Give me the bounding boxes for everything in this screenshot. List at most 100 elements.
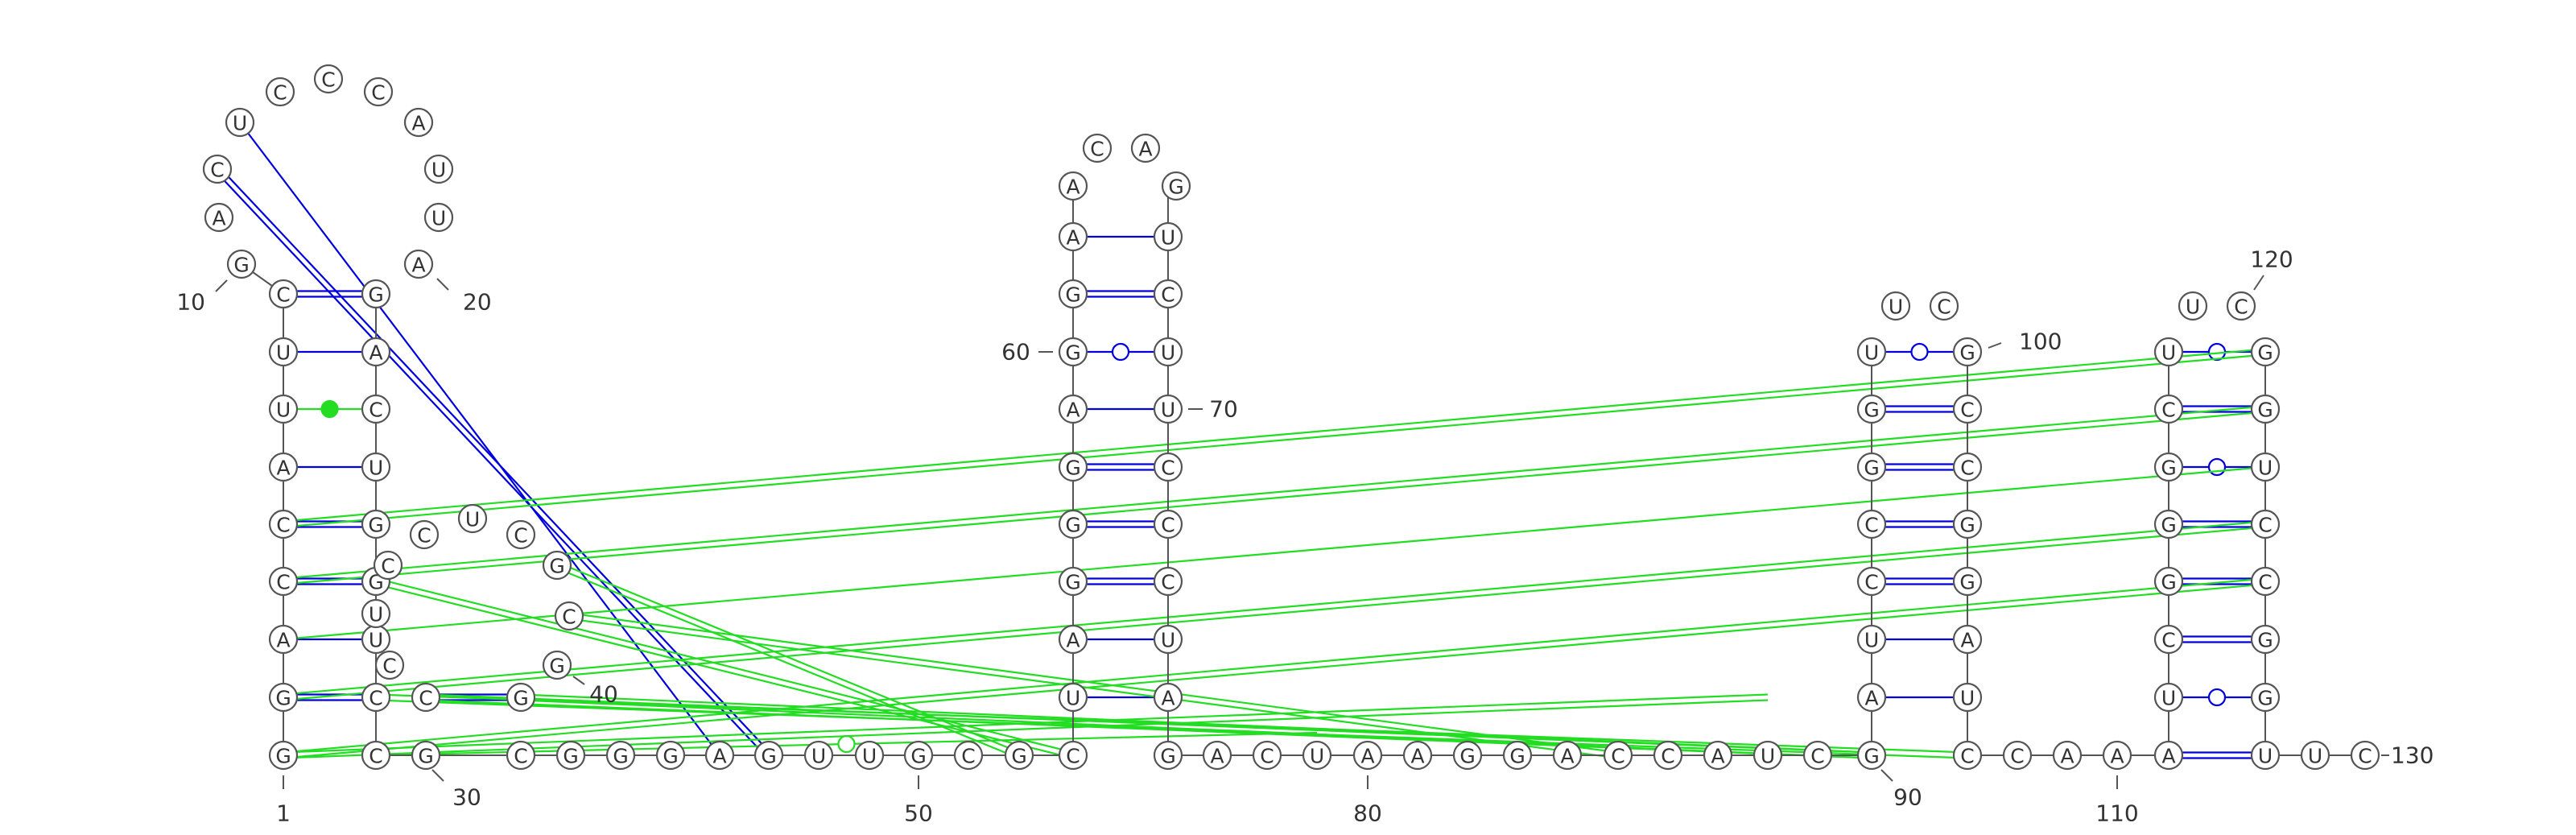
nucleotide-letter: C (1960, 745, 1974, 768)
nucleotide-circle (2153, 682, 2184, 713)
nucleotide-letter: U (2258, 457, 2273, 480)
nucleotide: G (361, 279, 391, 309)
nucleotide-letter: C (417, 524, 431, 548)
nucleotide-circle (1058, 452, 1088, 482)
nucleotide-letter: G (1011, 745, 1026, 768)
nucleotide: C (1856, 509, 1887, 539)
nucleotide-letter: A (1066, 399, 1080, 422)
position-tick (215, 279, 228, 292)
nucleotide-circle (1952, 624, 1983, 655)
nucleotide-letter: C (382, 655, 396, 678)
nucleotide-circle (268, 509, 299, 539)
nucleotide-letter: A (1210, 745, 1224, 768)
nucleotide: U (1856, 624, 1887, 655)
nucleotide-circle (1552, 740, 1583, 771)
nucleotide-circle (411, 682, 441, 713)
position-label: 130 (2391, 742, 2434, 769)
nucleotide-circle (2250, 394, 2281, 424)
nucleotide: C (506, 519, 536, 550)
base-pair-link (2169, 688, 2265, 707)
nucleotide-circle (2153, 452, 2184, 482)
nucleotide-letter: A (1066, 176, 1080, 199)
nucleotide: U (1302, 740, 1332, 771)
position-label: 40 (589, 681, 618, 708)
nucleotide: G (1502, 740, 1533, 771)
position-label: 120 (2250, 246, 2293, 273)
nucleotide-circle (226, 249, 257, 279)
nucleotide-letter: C (1960, 399, 1974, 422)
nucleotide-letter: A (276, 457, 290, 480)
nucleotide-circle (1252, 740, 1282, 771)
nucleotide: G (2153, 509, 2184, 539)
nucleotides: G C G C G G G A G U U G C G C G A C U A A G G A C C A U C G C C A A A U U CGA… (202, 64, 2380, 771)
nucleotide-letter: U (1161, 399, 1175, 422)
base-pair-link (283, 405, 2266, 585)
nucleotide-circle (1856, 624, 1887, 655)
nucleotide: G (1952, 337, 1983, 367)
nucleotide: G (605, 740, 636, 771)
nucleotide: U (2153, 337, 2184, 367)
nucleotide-letter: U (1161, 629, 1175, 652)
nucleotide-circle (2350, 740, 2380, 771)
base-pair-link (214, 166, 772, 759)
nucleotide-letter: G (2257, 687, 2273, 710)
nucleotide-letter: U (2161, 341, 2176, 365)
nucleotide-letter: C (2358, 745, 2372, 768)
nucleotide: A (1703, 740, 1733, 771)
nucleotide-letter: G (613, 745, 628, 768)
nucleotide: A (268, 624, 299, 655)
nucleotide: U (457, 503, 488, 534)
nucleotide-letter: C (961, 745, 975, 768)
nucleotide-circle (2052, 740, 2083, 771)
nucleotide-letter: C (371, 81, 385, 105)
nucleotide-letter: U (1889, 296, 1903, 319)
position-tick (572, 676, 585, 685)
nucleotide-letter: U (276, 341, 291, 365)
nucleotide-circle (268, 566, 299, 597)
nucleotide-letter: C (1864, 514, 1878, 537)
nucleotide-letter: G (2161, 457, 2176, 480)
nucleotide: C (1952, 394, 1983, 424)
nucleotide-circle (1752, 740, 1783, 771)
nucleotide-letter: G (910, 745, 926, 768)
nucleotide: A (704, 740, 735, 771)
nucleotide-circle (2250, 566, 2281, 597)
nucleotide: A (1202, 740, 1232, 771)
nucleotide-letter: A (276, 629, 290, 652)
nucleotide: G (1952, 509, 1983, 539)
nucleotide: C (2002, 740, 2033, 771)
nucleotide-circle (2002, 740, 2033, 771)
position-label: 100 (2019, 329, 2062, 355)
nucleotide-letter: A (712, 745, 726, 768)
nucleotide-letter: G (549, 555, 564, 578)
nucleotide: A (403, 249, 434, 279)
nucleotide-letter: A (369, 341, 382, 365)
nucleotide: C (1153, 452, 1183, 482)
nucleotide-circle (605, 740, 636, 771)
nucleotide-letter: C (1611, 745, 1624, 768)
nucleotide-circle (2153, 624, 2184, 655)
nucleotide-circle (374, 650, 405, 680)
nucleotide: G (2250, 682, 2281, 713)
nucleotide: C (313, 64, 344, 94)
nucleotide-letter: C (2161, 629, 2175, 652)
nucleotide-letter: C (1066, 745, 1080, 768)
nucleotide-letter: G (233, 254, 249, 277)
nucleotide-letter: U (233, 112, 247, 135)
nucleotide: C (374, 650, 405, 680)
nucleotide-circle (2153, 394, 2184, 424)
nucleotide: U (1952, 682, 1983, 713)
position-label: 30 (452, 784, 481, 811)
nucleotide: U (1153, 394, 1183, 424)
nucleotide-letter: C (1810, 745, 1824, 768)
nucleotide-letter: A (2161, 745, 2175, 768)
nucleotide: C (953, 740, 984, 771)
nucleotide: C (2250, 509, 2281, 539)
nucleotide: C (2153, 624, 2184, 655)
nucleotide-letter: U (431, 159, 446, 182)
nucleotide-circle (268, 682, 299, 713)
position-tick (431, 769, 444, 782)
nucleotide-letter: C (210, 159, 224, 182)
nucleotide: U (1856, 337, 1887, 367)
nucleotide-letter: C (1161, 571, 1174, 594)
